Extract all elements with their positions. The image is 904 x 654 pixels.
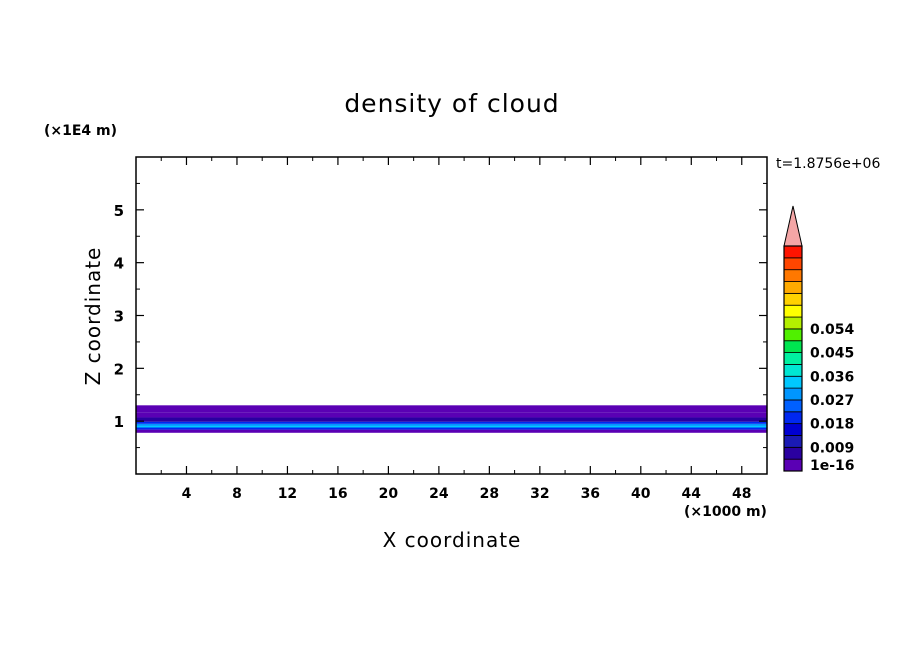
colorbar-segment [783,340,803,353]
contour-layer [136,423,767,426]
contour-layer [136,405,767,413]
y-tick-label: 5 [114,202,124,220]
colorbar-segment [783,423,803,436]
y-tick-label: 2 [114,360,124,378]
colorbar-label: 0.018 [810,417,854,433]
colorbar-segment [783,304,803,318]
contour-layer [136,429,767,433]
colorbar: 1e-16 0.009 0.018 0.027 0.036 0.045 0.054 [783,205,855,474]
contour-layer [136,427,767,430]
y-unit-label: (×1E4 m) [44,123,117,139]
x-tick-label: 44 [682,486,702,502]
contour-layer [136,417,767,422]
colorbar-frame [783,245,803,472]
colorbar-segment [783,328,803,342]
colorbar-segment [783,387,803,401]
time-label: t=1.8756e+06 [776,156,880,172]
contour-layer [136,421,767,424]
x-tick-label: 24 [429,486,449,502]
colorbar-segment [783,399,803,413]
x-tick-label: 12 [278,486,297,502]
colorbar-segment [783,245,803,259]
colorbar-segment [783,375,803,389]
plot-area [136,157,767,474]
x-tick-label: 28 [480,486,499,502]
x-tick-label: 48 [732,486,751,502]
colorbar-label: 0.054 [810,322,855,338]
y-tick-label: 1 [114,413,124,431]
x-tick-label: 20 [379,486,399,502]
colorbar-label: 0.027 [810,393,854,409]
colorbar-segment [783,269,803,282]
y-tick-label: 3 [114,308,124,326]
x-tick-label: 4 [182,486,192,502]
contour-layers [136,405,767,433]
chart-title: density of cloud [344,89,559,118]
colorbar-segment [783,435,803,448]
x-tick-label: 16 [328,486,347,502]
contour-layer [136,425,767,428]
x-tick-label: 36 [581,486,600,502]
x-axis-label: X coordinate [383,528,522,552]
contour-layer [136,412,767,418]
colorbar-label: 0.045 [810,346,854,362]
colorbar-segment [783,257,803,271]
colorbar-label: 0.036 [810,369,854,385]
colorbar-segment [783,458,803,472]
colorbar-segment [783,292,803,306]
colorbar-segment [783,281,803,294]
x-tick-label: 32 [530,486,549,502]
colorbar-label: 1e-16 [810,458,855,474]
colorbar-segment [783,364,803,377]
x-axis: 4 8 12 16 20 24 28 32 36 40 44 48 [160,157,752,502]
x-tick-label: 40 [631,486,651,502]
y-tick-label: 4 [114,255,124,273]
colorbar-segment [783,316,803,330]
colorbar-segment [783,446,803,460]
colorbar-segment [783,352,803,365]
y-axis-label: Z coordinate [81,247,105,386]
x-unit-label: (×1000 m) [684,504,767,520]
y-axis: 1 2 3 4 5 [114,182,767,449]
colorbar-segment [783,411,803,425]
colorbar-label: 0.009 [810,440,854,456]
colorbar-extend-arrow [783,205,803,247]
x-tick-label: 8 [232,486,242,502]
